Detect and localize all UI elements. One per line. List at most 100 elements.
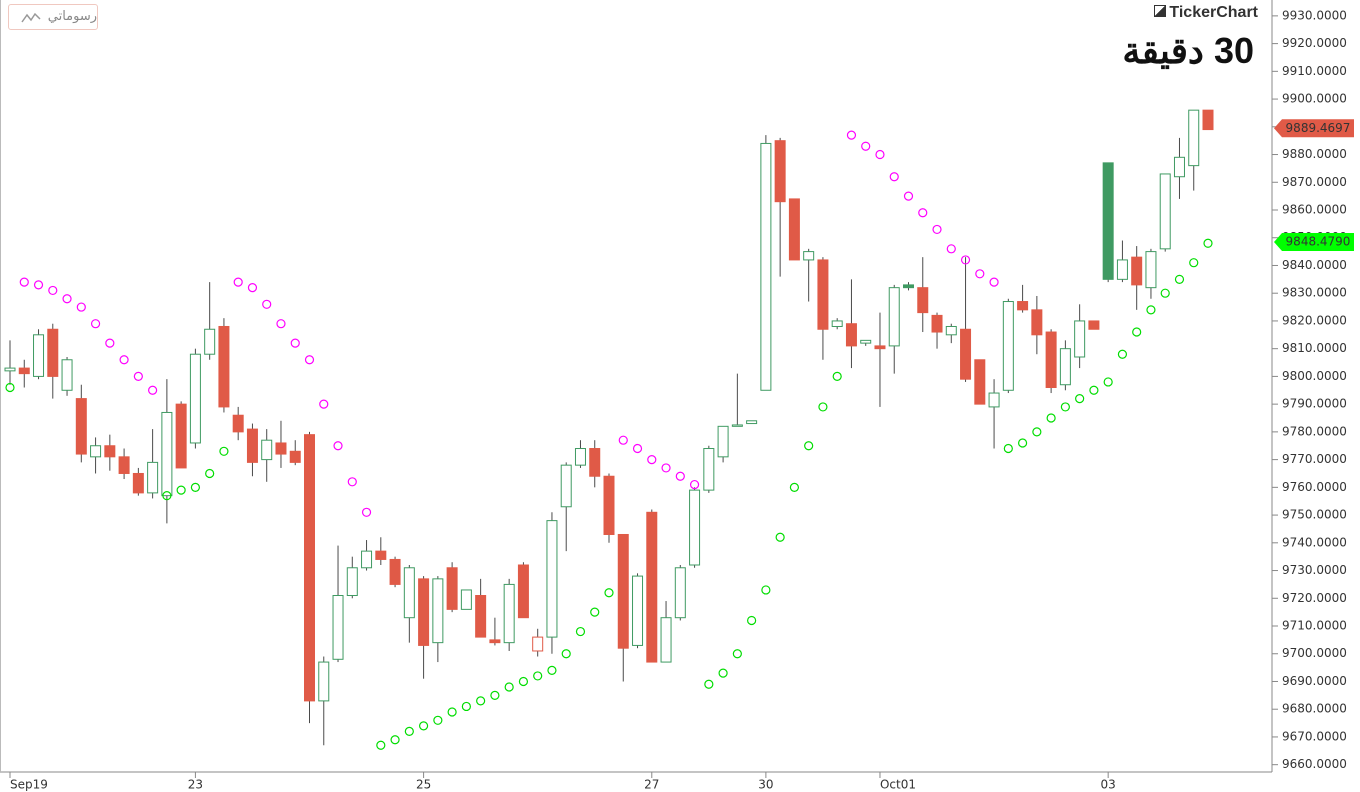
drawings-label: رسوماتي: [47, 9, 97, 24]
candle-body: [304, 434, 315, 702]
y-tick-label: 9730.0000: [1282, 563, 1347, 577]
sar-dot: [1075, 393, 1085, 404]
y-tick-label: 9930.0000: [1282, 8, 1347, 22]
candle-body: [1031, 309, 1043, 336]
sar-dot: [861, 141, 871, 151]
x-tick-label: 27: [644, 778, 659, 792]
sar-dot: [33, 280, 44, 290]
candle-body: [261, 439, 273, 461]
y-tick-label: 9840.0000: [1282, 258, 1347, 272]
sar-dot: [718, 668, 728, 678]
candle-body: [475, 595, 487, 638]
candle-body: [788, 198, 800, 261]
candle-body: [318, 661, 330, 702]
sar-dot: [461, 701, 471, 712]
sar-dot: [561, 649, 571, 659]
candle-body: [589, 448, 601, 477]
sar-dot: [832, 371, 842, 382]
sar-dot: [818, 402, 828, 412]
sar-dot: [19, 277, 29, 287]
y-tick-label: 9910.0000: [1282, 64, 1347, 78]
sar-dot: [1017, 438, 1028, 448]
y-tick-label: 9680.0000: [1282, 702, 1347, 716]
sar-dot: [304, 355, 315, 365]
candle-body: [1045, 331, 1057, 389]
sar-dot: [1117, 349, 1128, 359]
sar-dot: [5, 382, 15, 393]
sar-dot: [704, 679, 714, 689]
sar-dot: [761, 585, 771, 595]
candle-body: [61, 359, 73, 391]
sar-dot: [975, 269, 985, 279]
candle-body: [1202, 109, 1214, 131]
sar-dot: [918, 208, 928, 218]
candle-body: [446, 567, 458, 610]
candle-body: [361, 550, 373, 569]
candle-body: [246, 428, 258, 463]
y-tick-label: 9760.0000: [1282, 480, 1347, 494]
candle-body: [118, 456, 130, 474]
brand-logo: TickerChart: [1154, 4, 1258, 22]
candle-body: [1088, 320, 1100, 330]
candle-body: [189, 353, 201, 444]
candle-body: [289, 450, 301, 463]
candle-body: [817, 259, 829, 330]
y-tick-label: 9700.0000: [1282, 646, 1347, 660]
x-tick-label: 23: [188, 778, 203, 792]
sar-dot: [689, 479, 700, 490]
candle-body: [731, 424, 743, 427]
candle-body: [703, 448, 715, 491]
sar-dot: [276, 319, 286, 329]
candle-body: [418, 578, 430, 646]
y-tick-label: 9770.0000: [1282, 452, 1347, 466]
candle-body: [346, 567, 358, 597]
candle-body: [389, 558, 401, 585]
candle-body: [1074, 320, 1086, 358]
candle-body: [1059, 348, 1071, 386]
sar-dot: [1046, 413, 1056, 423]
candle-body: [1145, 251, 1157, 289]
sar-dot: [190, 482, 201, 492]
sar-dot: [960, 255, 971, 265]
sar-dot: [62, 294, 72, 304]
candle-body: [147, 461, 159, 494]
sar-dot: [675, 471, 685, 481]
candle-body: [275, 442, 287, 455]
candle-body: [104, 445, 116, 458]
candle-body: [1173, 156, 1185, 178]
sar-dot: [361, 507, 372, 517]
sar-dot: [1089, 385, 1099, 395]
candle-body: [845, 323, 857, 347]
sar-dot: [547, 665, 557, 675]
y-tick-label: 9710.0000: [1282, 619, 1347, 633]
candle-body: [860, 339, 872, 344]
y-tick-label: 9830.0000: [1282, 286, 1347, 300]
x-tick-label: 30: [758, 778, 773, 792]
chart-title: 30 دقيقة: [1122, 30, 1254, 71]
sar-dot: [205, 468, 215, 479]
candle-body: [917, 287, 929, 314]
candle-body: [831, 320, 843, 327]
candle-body: [931, 314, 943, 333]
sar-dot: [846, 130, 857, 140]
price-tag-label: 9889.4697: [1286, 121, 1351, 135]
y-tick-label: 9790.0000: [1282, 397, 1347, 411]
candle-body: [218, 325, 230, 408]
sar-dot: [732, 649, 742, 659]
sar-dot: [518, 676, 529, 687]
sar-dot: [661, 463, 671, 473]
sar-dot: [775, 532, 785, 542]
candle-body: [532, 636, 544, 652]
y-tick-label: 9900.0000: [1282, 92, 1347, 106]
candle-body: [574, 448, 586, 466]
y-tick-label: 9870.0000: [1282, 175, 1347, 189]
sar-dot: [604, 588, 614, 598]
y-tick-label: 9740.0000: [1282, 535, 1347, 549]
y-tick-label: 9810.0000: [1282, 341, 1347, 355]
candle-body: [332, 595, 344, 660]
drawings-button[interactable]: رسوماتي: [8, 4, 98, 30]
y-tick-label: 9660.0000: [1282, 757, 1347, 771]
candle-body: [132, 472, 144, 494]
x-tick-label: 25: [416, 778, 431, 792]
